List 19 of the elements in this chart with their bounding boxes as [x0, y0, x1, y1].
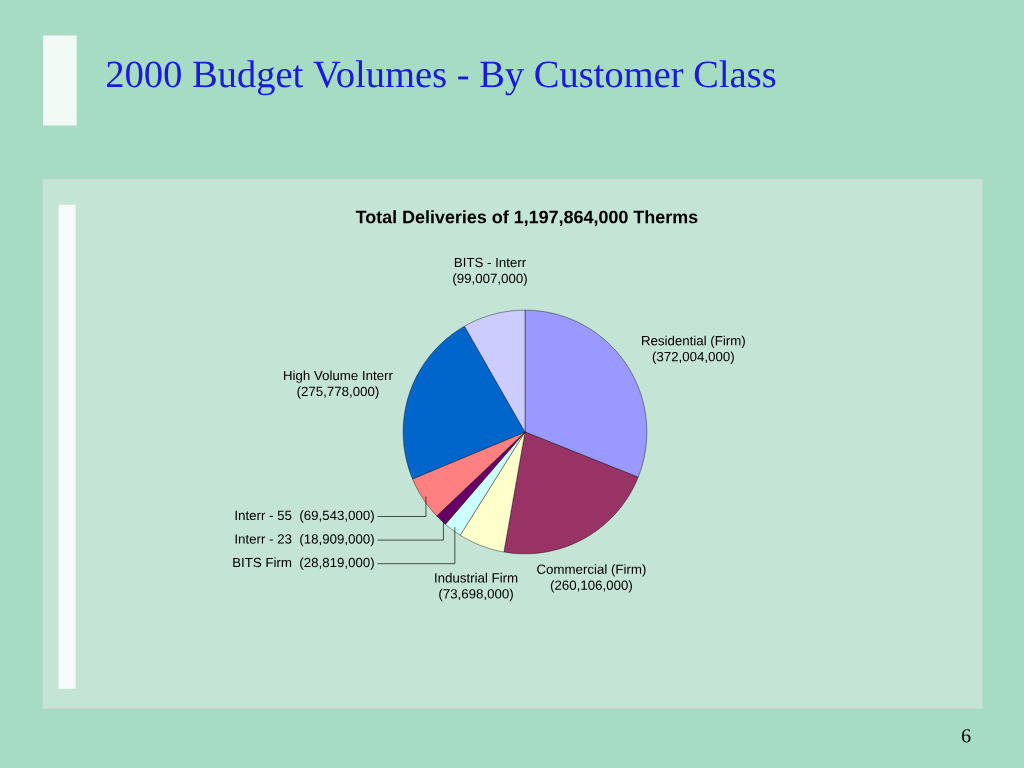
chart-title: 2000 Budget Volumes - By Customer Class: [107, 60, 776, 96]
slice-label: BITS - Interr: [454, 257, 526, 268]
slice-label: Residential (Firm): [642, 335, 745, 349]
slice-label: Commercial (Firm): [537, 564, 646, 577]
text: 6: [961, 729, 971, 743]
data-label: (260,106,000): [550, 580, 632, 593]
slice-label: Industrial Firm: [435, 572, 518, 583]
slice-label: Interr - 23: [235, 534, 292, 544]
data-label: (99,007,000): [453, 273, 527, 286]
data-label: (372,004,000): [652, 351, 734, 364]
data-label: (275,778,000): [297, 386, 379, 399]
data-label: (73,698,000): [439, 588, 513, 602]
data-label: (18,909,000): [300, 533, 374, 547]
data-label: (28,819,000): [300, 557, 374, 570]
data-label: (69,543,000): [300, 510, 374, 523]
slice-label: BITS Firm: [233, 557, 292, 568]
chart-subtitle: Total Deliveries of 1,197,864,000 Therms: [355, 210, 698, 226]
slice-label: High Volume Interr: [284, 370, 393, 383]
slice-label: Interr - 55: [235, 510, 292, 521]
